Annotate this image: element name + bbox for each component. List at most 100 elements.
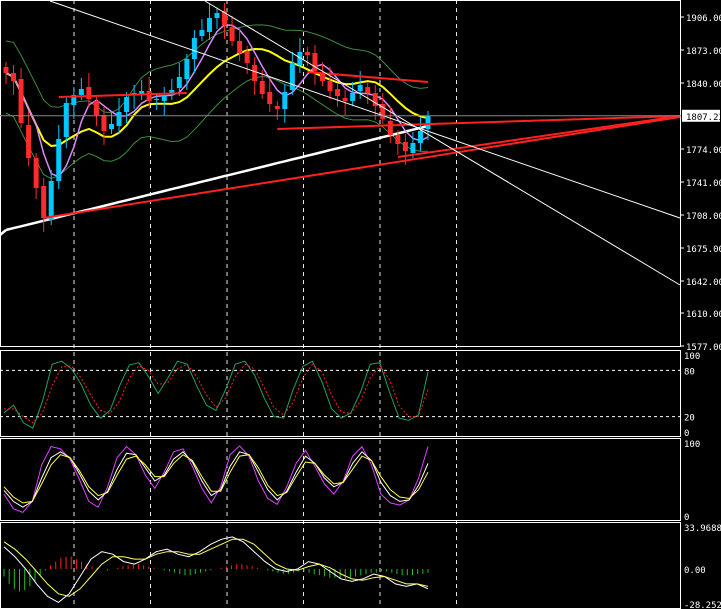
stoch-main-line [3,360,429,429]
envelope-lower-line [5,75,429,180]
candle-body [417,131,423,143]
candle-body [380,104,386,119]
candle-body [350,93,356,101]
candle-body [229,27,235,41]
candle-body [48,181,54,220]
y-tick-label: 1906.00 [686,14,721,24]
macd-tick-label: -28.2526 [684,601,721,609]
y-tick-label: 1774.00 [686,146,721,156]
macd-line [3,536,429,604]
candle-body [78,89,84,95]
main-panel-frame [0,0,681,347]
candle-body [274,106,280,109]
candle-body [395,135,401,144]
candle-body [41,186,47,218]
candle-body [342,98,348,101]
candle-body [267,92,273,104]
osc-line-magenta [3,445,429,513]
channel-upper-line [49,0,681,219]
candle-body [56,139,62,181]
y-tick-label: 1708.00 [686,212,721,222]
stoch-tick-label: 20 [684,414,695,424]
candle-body [327,81,333,91]
y-tick-label: 1807.23 [686,113,721,123]
candle-body [191,38,197,59]
osc-line-yellow [3,454,429,504]
candle-body [33,158,39,188]
resistance-segment [58,92,187,98]
candle-body [161,95,167,101]
candle-body [116,112,122,126]
y-tick-label: 1741.00 [686,179,721,189]
candle-body [252,65,258,81]
fast-ma-line [5,24,429,178]
candle-body [93,101,99,115]
candle-body [365,87,371,93]
candle-body [402,142,408,151]
channel-middle-line [204,0,681,286]
macd-signal-line [3,538,429,597]
y-tick-label: 1840.00 [686,80,721,90]
wedge-trendline [397,115,681,158]
envelope-upper-line [5,24,429,114]
candle-body [289,63,295,90]
resistance-segment [307,71,429,83]
oscillator-panel-frame [0,438,681,521]
osc-line-white [3,451,429,508]
y-tick-label: 1873.00 [686,47,721,57]
candle-body [18,79,24,123]
candle-body [357,85,363,91]
y-tick-label: 1675.00 [686,245,721,255]
candle-body [71,95,77,105]
candle-body [410,143,416,153]
stochastic-panel: 100 80 20 0 [0,352,700,439]
candle-body [425,116,431,129]
current-price-box [682,109,720,122]
candle-body [11,73,17,81]
candle-body [139,91,145,95]
candle-body [146,91,152,101]
candle-body [312,53,318,71]
stoch-tick-label: 0 [684,429,689,439]
panel-frames [0,0,681,609]
candle-body [101,115,107,131]
candle-body [387,121,393,135]
long-ma-line-ext [0,229,7,236]
candle-body [184,59,190,79]
stoch-signal-line [4,363,429,424]
candle-body [206,18,212,32]
candle-body [199,30,205,36]
candle-body [176,77,182,88]
chart-grid [73,0,457,609]
candle-body [372,93,378,106]
stochastic-panel-frame [0,350,681,437]
candle-body [335,89,341,96]
candle-body [320,73,325,81]
price-axis: 1906.00 1873.00 1840.00 1807.23 1774.00 1741.… [0,14,721,353]
mid-ma-line [5,47,429,148]
candle-body [86,87,92,99]
candle-body [124,97,130,112]
macd-tick-label: 0.00 [684,566,706,576]
candle-body [304,52,310,55]
macd-panel-frame [0,522,681,609]
support-trendline [43,116,681,219]
candle-body [282,92,288,109]
macd-tick-label: 33.96888 [684,524,721,534]
candle-body [222,11,228,25]
candle-body [237,41,243,53]
candle-body [259,81,265,94]
y-tick-label: 1642.00 [686,278,721,288]
candle-body [154,99,160,100]
oscillator-panel: 100 0 [3,440,700,523]
candle-body [297,52,303,65]
candle-body [109,124,114,129]
osc-tick-label: 0 [684,513,689,523]
horizontal-trendline [277,115,681,130]
candle-body [3,67,9,73]
stoch-tick-label: 100 [684,352,700,362]
candle-body [63,103,69,137]
candle-body [244,51,250,63]
candle-body [26,125,32,158]
